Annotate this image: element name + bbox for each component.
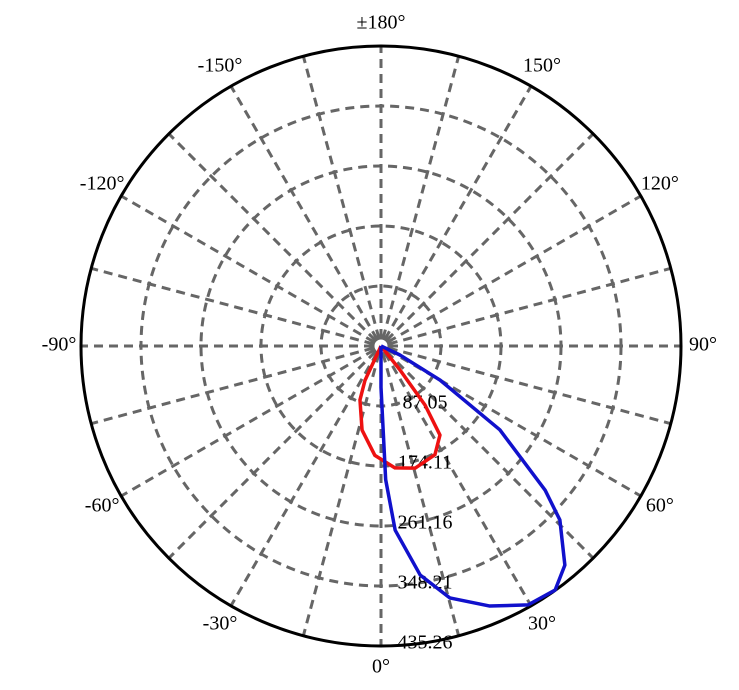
grid-spoke — [301, 353, 381, 637]
grid-spoke — [301, 55, 381, 339]
theta-tick-label: -60° — [85, 495, 120, 517]
theta-tick-label: 120° — [641, 173, 679, 195]
grid-spoke — [381, 353, 461, 637]
grid-spoke — [381, 55, 461, 339]
grid-spoke — [229, 85, 379, 340]
theta-tick-label: ±180° — [357, 12, 406, 34]
grid-spoke — [167, 132, 377, 342]
theta-tick-label: -30° — [203, 612, 238, 634]
grid-spoke — [383, 85, 533, 340]
grid-spoke — [385, 132, 595, 342]
theta-tick-label: -90° — [42, 334, 77, 356]
grid-spoke — [388, 346, 672, 426]
theta-tick-label: 0° — [372, 656, 390, 678]
theta-tick-label: 60° — [646, 495, 674, 517]
series-line — [379, 344, 567, 608]
r-tick-label: 348.21 — [398, 572, 453, 594]
grid-spoke — [90, 346, 374, 426]
theta-tick-label: 150° — [523, 55, 561, 77]
grid-spoke — [120, 348, 375, 498]
grid-spoke — [383, 352, 533, 607]
theta-tick-label: 90° — [689, 334, 717, 356]
theta-tick-label: -150° — [198, 55, 243, 77]
theta-tick-label: -120° — [80, 173, 125, 195]
series-line — [358, 344, 442, 470]
grid-spoke — [167, 350, 377, 560]
r-tick-label: 435.26 — [398, 632, 453, 654]
grid-spoke — [120, 194, 375, 344]
grid-spoke — [388, 266, 672, 346]
outer-circle — [79, 44, 683, 648]
r-tick-label: 261.16 — [398, 512, 453, 534]
grid-spoke — [229, 352, 379, 607]
grid-spoke — [90, 266, 374, 346]
theta-tick-label: 30° — [528, 612, 556, 634]
grid-spoke — [387, 194, 642, 344]
